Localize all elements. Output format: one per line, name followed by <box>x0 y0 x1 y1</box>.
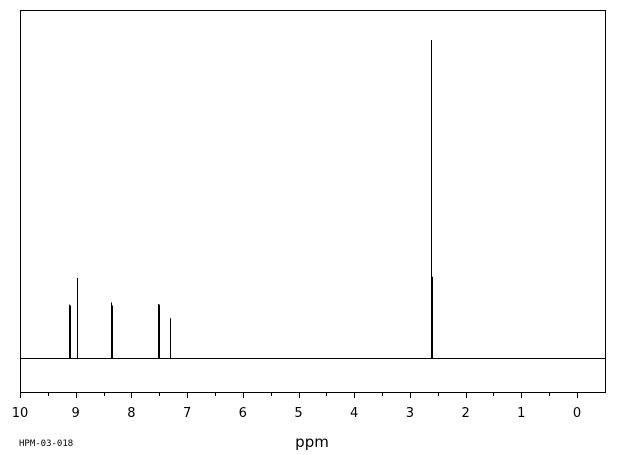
x-tick-label: 8 <box>127 406 135 421</box>
x-tick-label: 10 <box>12 406 29 421</box>
x-tick-label: 7 <box>183 406 191 421</box>
x-tick-label: 4 <box>350 406 358 421</box>
x-axis-label: ppm <box>295 433 329 451</box>
plot-frame <box>20 10 606 393</box>
x-tick-label: 0 <box>573 406 581 421</box>
x-tick-label: 3 <box>406 406 414 421</box>
sample-id-label: HPM-03-018 <box>19 439 73 449</box>
x-tick-label: 6 <box>239 406 247 421</box>
x-tick-label: 1 <box>517 406 525 421</box>
spectrum-peaks <box>69 40 433 358</box>
x-tick-label: 2 <box>461 406 469 421</box>
x-tick-label: 9 <box>72 406 80 421</box>
x-tick-label: 5 <box>294 406 302 421</box>
x-axis-ticks <box>20 392 578 398</box>
x-axis-tick-labels: 10 9 8 7 6 5 4 3 2 1 0 <box>12 406 581 421</box>
